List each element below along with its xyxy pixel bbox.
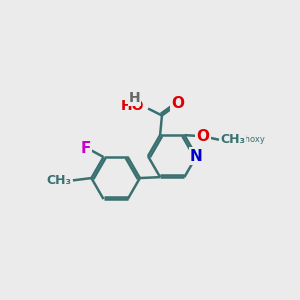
Text: O: O xyxy=(171,96,184,111)
Text: O: O xyxy=(196,129,209,144)
Text: CH₃: CH₃ xyxy=(220,133,245,146)
Text: H: H xyxy=(129,91,140,105)
Text: N: N xyxy=(190,148,203,164)
Text: F: F xyxy=(80,141,91,156)
Text: CH₃: CH₃ xyxy=(47,174,72,187)
Text: HO: HO xyxy=(121,99,145,113)
Text: methoxy: methoxy xyxy=(228,135,265,144)
